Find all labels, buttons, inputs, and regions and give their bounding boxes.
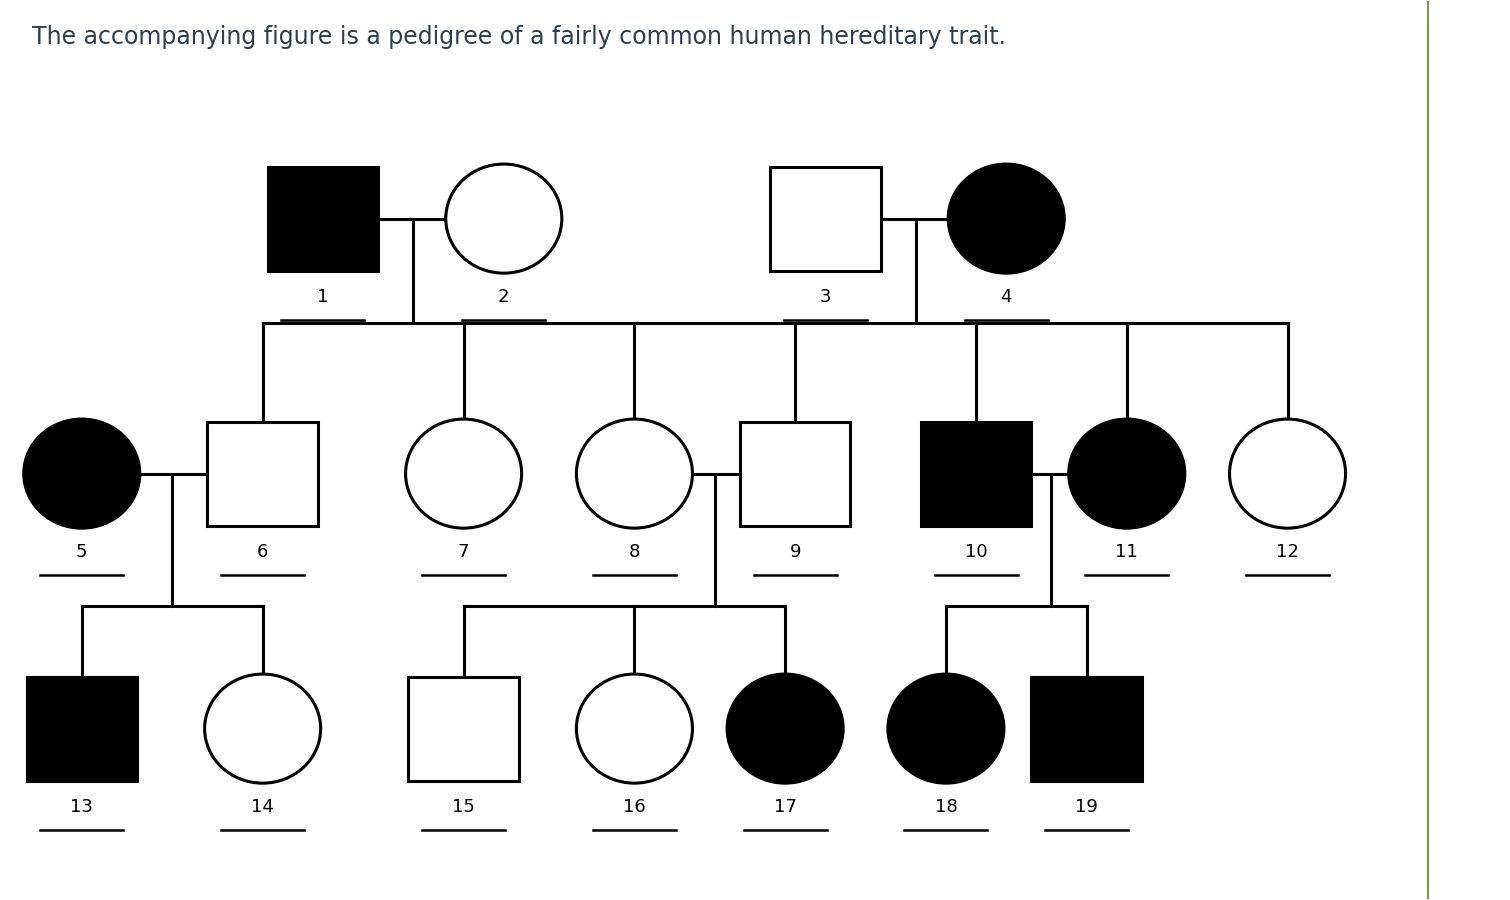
Bar xyxy=(770,166,880,271)
Text: 8: 8 xyxy=(628,543,640,561)
Text: 17: 17 xyxy=(773,797,797,815)
Text: 7: 7 xyxy=(458,543,470,561)
Text: 1: 1 xyxy=(317,288,329,306)
Text: 14: 14 xyxy=(251,797,275,815)
Bar xyxy=(207,422,319,526)
Ellipse shape xyxy=(577,674,693,783)
Text: 18: 18 xyxy=(935,797,957,815)
Ellipse shape xyxy=(1069,419,1185,528)
Bar xyxy=(267,166,378,271)
Bar xyxy=(27,677,137,780)
Ellipse shape xyxy=(24,419,140,528)
Text: 16: 16 xyxy=(624,797,646,815)
Text: 11: 11 xyxy=(1116,543,1139,561)
Text: 13: 13 xyxy=(71,797,94,815)
Text: 3: 3 xyxy=(820,288,831,306)
Bar xyxy=(408,677,519,780)
Ellipse shape xyxy=(205,674,320,783)
Ellipse shape xyxy=(728,674,843,783)
Ellipse shape xyxy=(406,419,521,528)
Bar xyxy=(740,422,850,526)
Text: 10: 10 xyxy=(965,543,988,561)
Text: 9: 9 xyxy=(790,543,800,561)
Text: 5: 5 xyxy=(76,543,88,561)
Text: 12: 12 xyxy=(1276,543,1299,561)
Text: 19: 19 xyxy=(1075,797,1098,815)
Ellipse shape xyxy=(445,164,562,274)
Text: 2: 2 xyxy=(498,288,509,306)
Text: 6: 6 xyxy=(257,543,269,561)
Bar xyxy=(1031,677,1142,780)
Ellipse shape xyxy=(577,419,693,528)
Ellipse shape xyxy=(1229,419,1345,528)
Ellipse shape xyxy=(948,164,1065,274)
Ellipse shape xyxy=(888,674,1004,783)
Bar xyxy=(921,422,1031,526)
Text: 4: 4 xyxy=(1001,288,1012,306)
Text: 15: 15 xyxy=(451,797,476,815)
Text: The accompanying figure is a pedigree of a fairly common human hereditary trait.: The accompanying figure is a pedigree of… xyxy=(32,25,1006,49)
